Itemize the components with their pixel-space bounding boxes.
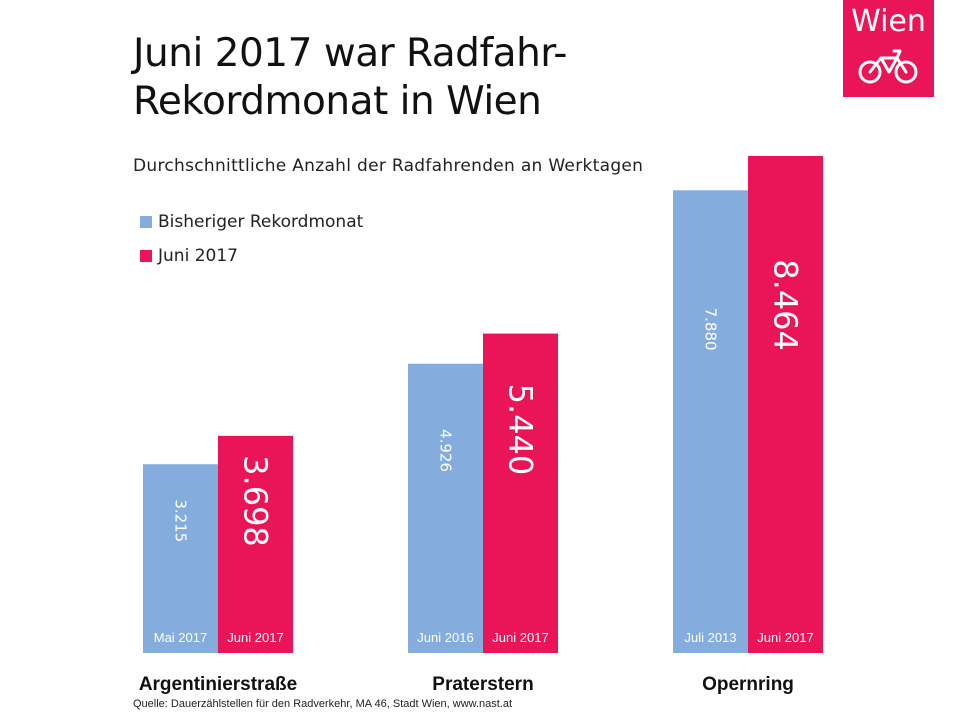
bar-value-label: 4.926 [437,429,455,472]
chart-subtitle: Durchschnittliche Anzahl der Radfahrende… [133,156,644,176]
bar [483,333,558,653]
logo-text: Wien [851,4,926,39]
bar-period-label: Juni 2017 [492,630,548,645]
bar [218,435,293,653]
bar [143,464,218,653]
title-line-1: Juni 2017 war Radfahr- [133,31,567,76]
legend-swatch-june-2017 [140,250,152,262]
legend-label-previous-record: Bisheriger Rekordmonat [158,212,364,232]
bar-value-label: 5.440 [502,384,540,476]
bar-period-label: Juni 2016 [417,630,473,645]
chart-title: Juni 2017 war Radfahr- Rekordmonat in Wi… [133,30,693,126]
legend-swatch-previous-record [140,216,152,228]
bar-value-label: 8.464 [767,259,805,351]
bar-period-label: Juni 2017 [757,630,813,645]
bar [748,156,823,653]
bicycle-icon [858,49,918,84]
title-line-2: Rekordmonat in Wien [133,79,542,124]
bar-period-label: Juli 2013 [684,630,736,645]
category-label: Argentinierstraße [139,674,297,695]
bar-period-label: Juni 2017 [227,630,283,645]
legend-item-june-2017: Juni 2017 [140,239,363,273]
bar-value-label: 3.215 [172,499,190,542]
legend-item-previous-record: Bisheriger Rekordmonat [140,205,363,239]
bar [408,363,483,653]
source-note: Quelle: Dauerzählstellen für den Radverk… [133,698,513,710]
bar [673,190,748,653]
bar-value-label: 7.880 [702,308,720,351]
bar-value-label: 3.698 [237,455,275,547]
bar-period-label: Mai 2017 [154,630,207,645]
category-label: Opernring [702,674,794,695]
legend-label-june-2017: Juni 2017 [158,246,238,266]
wien-logo: Wien [843,0,934,97]
legend: Bisheriger Rekordmonat Juni 2017 [140,205,363,273]
category-label: Praterstern [432,674,533,695]
